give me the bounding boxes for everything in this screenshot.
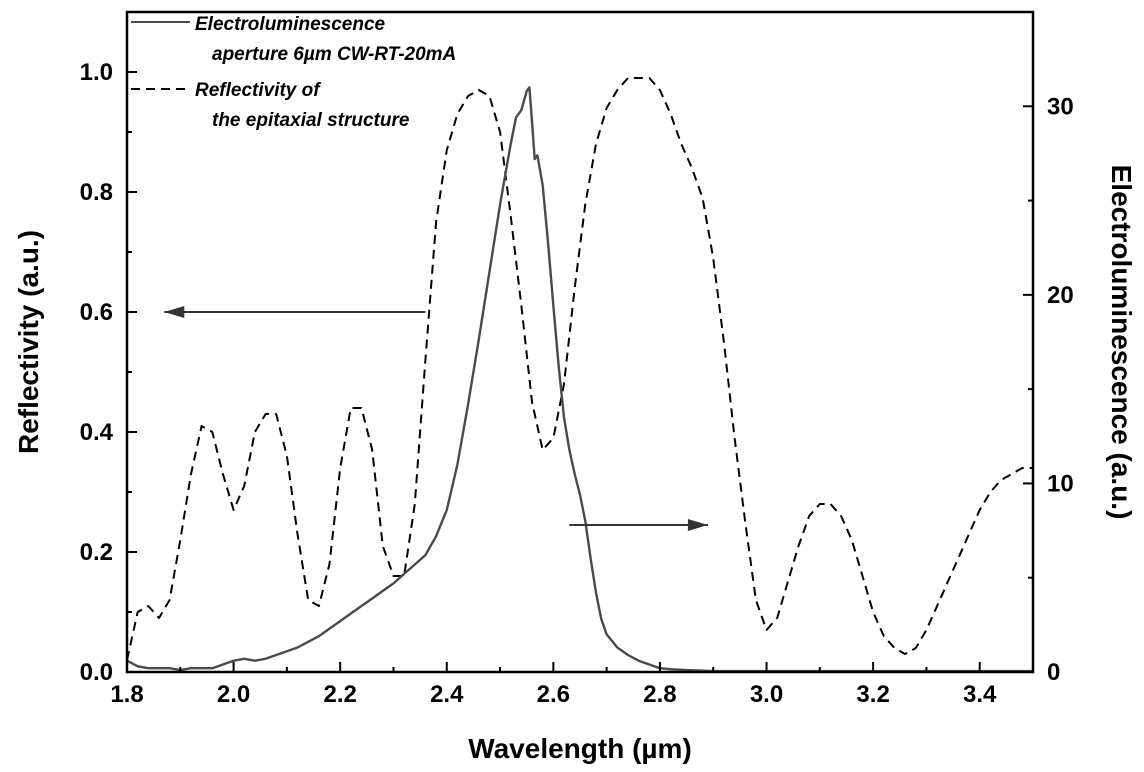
plot-frame [125,10,1035,674]
y-right-tick-label: 30 [1047,93,1074,120]
y-left-tick-label: 0.4 [80,419,114,446]
x-axis-title: Wavelength (µm) [468,733,692,764]
y-right-tick-label: 0 [1047,659,1060,686]
x-axis-ticks: 1.8 2.0 2.2 2.4 2.6 2.8 3.0 3.2 3.4 [110,662,997,708]
legend: Electroluminescence aperture 6µm CW-RT-20… [131,14,456,131]
axis-arrows [164,306,708,531]
left-axis-arrow [164,306,426,318]
x-tick-label: 2.0 [217,681,250,708]
y-left-tick-label: 0.6 [80,299,113,326]
y-right-tick-label: 10 [1047,470,1074,497]
x-tick-label: 2.4 [430,681,464,708]
y-right-axis-ticks: 0 10 20 30 [1023,93,1074,686]
plot-area [126,77,1033,673]
y-right-tick-label: 20 [1047,282,1074,309]
electroluminescence-series-line [126,86,1033,673]
x-tick-label: 1.8 [110,681,143,708]
arrow-head [687,519,708,531]
y-left-tick-label: 1.0 [80,59,113,86]
legend-label: Electroluminescence [195,14,386,35]
y-left-axis-title: Reflectivity (a.u.) [13,230,44,454]
arrow-head [164,306,185,318]
x-tick-label: 3.0 [750,681,783,708]
x-tick-label: 3.2 [856,681,889,708]
legend-label: Reflectivity of [195,80,321,101]
reflectivity-series-line [126,77,1033,661]
y-left-axis-ticks: 0.0 0.2 0.4 0.6 0.8 1.0 [80,59,137,686]
y-right-axis-title: Electroluminescence (a.u.) [1106,165,1137,520]
y-left-tick-label: 0.0 [80,659,113,686]
right-axis-arrow [569,519,708,531]
y-left-tick-label: 0.2 [80,539,113,566]
y-left-tick-label: 0.8 [80,179,113,206]
legend-label: aperture 6µm CW-RT-20mA [212,44,456,65]
x-tick-label: 2.2 [323,681,356,708]
legend-label: the epitaxial structure [212,110,410,131]
x-tick-label: 2.6 [537,681,570,708]
x-tick-label: 2.8 [643,681,676,708]
x-tick-label: 3.4 [963,681,997,708]
